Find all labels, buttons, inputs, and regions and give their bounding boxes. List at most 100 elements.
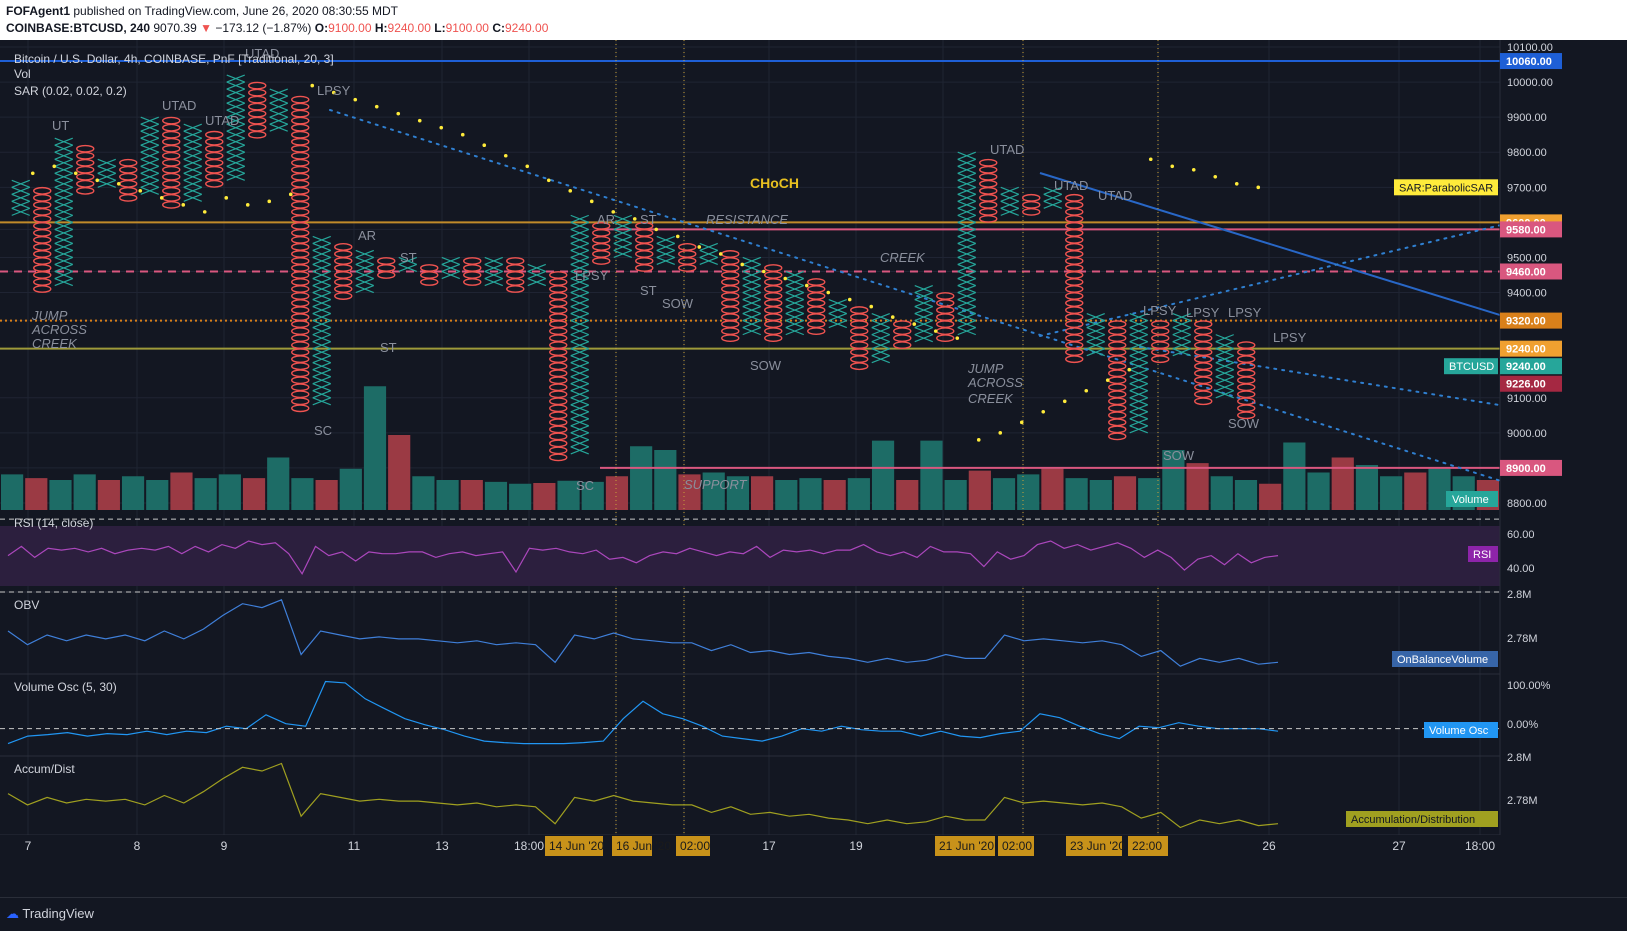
o-box: [1194, 383, 1213, 392]
price-badge: [1500, 459, 1562, 476]
x-box: [355, 263, 374, 273]
ad-line: [7, 762, 1279, 829]
x-box: [656, 256, 675, 266]
author-name[interactable]: FOFAgent1: [6, 4, 71, 18]
price-badge-text: 9320.00: [1506, 316, 1546, 328]
x-box: [312, 270, 331, 280]
o-box: [291, 229, 310, 237]
x-box: [269, 116, 288, 125]
o-box: [721, 271, 740, 279]
o-box: [807, 306, 826, 314]
o-box: [33, 257, 52, 265]
volume-bar: [968, 470, 991, 510]
x-box: [1215, 341, 1234, 350]
x-box: [871, 355, 890, 364]
sar-dots: [30, 83, 1261, 442]
price-badge-text: 9240.00: [1506, 361, 1546, 373]
o-box: [162, 130, 181, 139]
o-box: [1065, 229, 1084, 237]
time-label: 8: [134, 839, 141, 853]
o-box: [1151, 348, 1170, 357]
x-box: [570, 277, 589, 287]
x-box: [183, 186, 202, 195]
x-box: [742, 306, 761, 315]
pnf-column-x: [54, 137, 73, 287]
o-box: [506, 278, 525, 286]
time-axis-bg: [0, 835, 1500, 897]
pnf-column-o: [1237, 341, 1256, 420]
o-box: [420, 264, 439, 272]
x-box: [871, 348, 890, 357]
o-box: [162, 151, 181, 160]
x-box: [871, 327, 890, 336]
x-box: [312, 376, 331, 385]
x-box: [957, 193, 976, 202]
chart-canvas[interactable]: UTUTADUTADUTADLPSYARSTSTSCJUMPACROSSCREE…: [0, 40, 1627, 897]
x-box: [613, 242, 632, 252]
last-price: 9070.39: [153, 21, 197, 35]
rsi-tick: 40.00: [1507, 563, 1535, 575]
o-box: [119, 158, 138, 167]
o-box: [205, 172, 224, 181]
o-box: [1237, 341, 1256, 350]
x-box: [11, 193, 30, 202]
o-box: [979, 158, 998, 167]
annotation-label: CREEK: [880, 250, 926, 265]
x-box: [957, 291, 976, 301]
price-axis[interactable]: 10100.00 10000.00 9900.00 9800.00 9700.00 950…: [1346, 40, 1627, 835]
ad-badge: [1346, 811, 1498, 827]
x-box: [183, 137, 202, 146]
obv-line: [7, 599, 1279, 667]
pnf-column-o: [248, 81, 267, 139]
volume-bar: [170, 472, 193, 510]
x-box: [1000, 200, 1019, 209]
sar-dot: [632, 217, 637, 221]
o-box: [1065, 193, 1084, 202]
o-box: [291, 172, 310, 181]
x-box: [398, 263, 417, 273]
x-box: [871, 313, 890, 322]
o-box: [850, 334, 869, 343]
o-box: [635, 236, 654, 244]
o-box: [549, 390, 568, 399]
sar-dot: [826, 290, 831, 295]
x-box: [828, 306, 847, 315]
x-box: [957, 172, 976, 181]
sar-dot: [267, 199, 272, 204]
x-box: [1215, 383, 1234, 392]
choch-label: CHoCH: [750, 175, 799, 191]
o-box: [506, 264, 525, 272]
close-value: 9240.00: [504, 21, 549, 35]
sar-dot: [482, 143, 487, 148]
x-box: [1043, 200, 1062, 209]
o-box: [119, 193, 138, 202]
x-box: [1000, 193, 1019, 202]
x-box: [570, 411, 589, 420]
x-box: [226, 102, 245, 111]
o-box: [592, 221, 611, 230]
o-box: [377, 264, 396, 272]
volume-bar: [726, 476, 749, 510]
o-box: [119, 186, 138, 195]
x-box: [183, 172, 202, 181]
x-box: [570, 221, 589, 230]
volume-bar: [1355, 465, 1379, 510]
x-box: [871, 334, 890, 343]
o-box: [979, 200, 998, 209]
price-badge-text: 9580.00: [1506, 224, 1546, 236]
o-box: [1022, 193, 1041, 202]
x-box: [441, 270, 460, 280]
x-box: [957, 214, 976, 223]
footer-brand[interactable]: TradingView: [22, 906, 94, 921]
o-box: [1108, 320, 1127, 329]
x-box: [1172, 313, 1191, 322]
pnf-column-o: [291, 95, 310, 413]
o-box: [162, 123, 181, 132]
volume-bar: [1, 474, 24, 510]
o-box: [291, 151, 310, 160]
pnf-column-o: [1065, 193, 1084, 364]
o-box: [1065, 348, 1084, 357]
obv-badge: [1392, 651, 1498, 667]
o-box: [291, 376, 310, 385]
